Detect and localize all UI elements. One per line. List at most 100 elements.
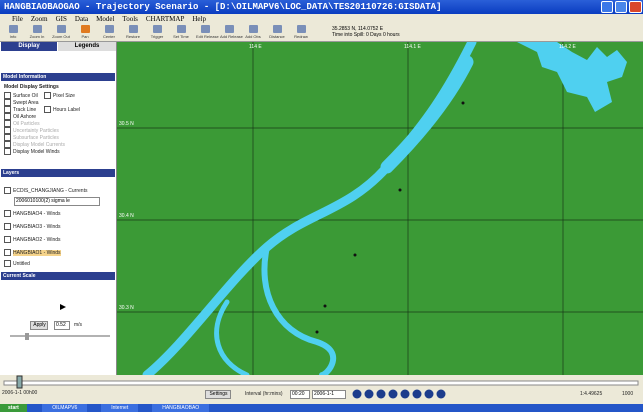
menu-item[interactable]: Zoom (30, 15, 48, 23)
layer[interactable]: HANGBIAO1 - Winds (4, 249, 61, 256)
tool-button[interactable]: Edit Release (196, 25, 219, 39)
tool-button[interactable]: Zoom Out (52, 25, 70, 39)
maximize-button[interactable] (615, 1, 627, 13)
tool-label: Edit Release (196, 34, 219, 39)
longitude-label: 114 E (249, 44, 262, 50)
zoom-level: 1:4.49625 (580, 391, 603, 397)
page-value: 1000 (622, 391, 634, 397)
tool-button[interactable]: Restore (124, 25, 142, 39)
longitude-label: 114.1 E (404, 44, 421, 50)
minimize-button[interactable] (601, 1, 613, 13)
tool-button[interactable]: Distance (268, 25, 286, 39)
checkbox[interactable] (4, 210, 11, 217)
option-label: Pixel Size (53, 92, 75, 99)
menu-item[interactable]: CHARTMAP (145, 15, 185, 23)
layer[interactable]: HANGBIAO2 - Winds (4, 236, 61, 243)
checkbox[interactable] (4, 187, 11, 194)
checkbox[interactable] (4, 106, 11, 113)
latitude-label: 30.3 N (119, 305, 134, 311)
tool-icon (296, 25, 306, 33)
checkbox[interactable] (4, 113, 11, 120)
checkbox[interactable] (4, 127, 11, 134)
layer[interactable]: Untitled (4, 260, 30, 267)
option-label: Display Model Currents (13, 141, 65, 148)
option-label: Oil Ashore (13, 113, 37, 120)
tab[interactable]: Legends (58, 42, 116, 51)
checkbox[interactable] (4, 141, 11, 148)
tool-label: Distance (269, 34, 285, 39)
option[interactable]: Oil Ashore (4, 113, 36, 120)
layer[interactable]: HANGBIAO3 - Winds (4, 223, 61, 230)
tool-button[interactable]: Redraw (292, 25, 310, 39)
option[interactable]: Display Model Currents (4, 141, 65, 148)
checkbox[interactable] (44, 92, 51, 99)
tool-icon (80, 25, 90, 33)
menu-item[interactable]: Help (192, 15, 206, 23)
checkbox[interactable] (4, 99, 11, 106)
tool-button[interactable]: Center (100, 25, 118, 39)
tool-icon (248, 25, 258, 33)
tool-button[interactable]: Trigger (148, 25, 166, 39)
close-button[interactable] (629, 1, 642, 13)
checkbox[interactable] (4, 236, 11, 243)
menu-item[interactable]: Data (74, 15, 89, 23)
menu-item[interactable]: GIS (55, 15, 67, 23)
option[interactable]: Swept Area (4, 99, 39, 106)
tool-button[interactable]: Set Time (172, 25, 190, 39)
date-input[interactable]: 2006-1-1 (312, 390, 346, 399)
layer-select[interactable]: 2006010100(2) sigma le (14, 197, 100, 206)
checkbox[interactable] (4, 92, 11, 99)
menu-item[interactable]: Tools (122, 15, 138, 23)
option-label: Hours Label (53, 106, 80, 113)
apply-button[interactable]: Apply (30, 321, 48, 330)
option[interactable]: Uncertainty Particles (4, 127, 59, 134)
tool-button[interactable]: Zoom In (28, 25, 46, 39)
tool-label: Zoom In (29, 34, 45, 39)
layer[interactable]: ECDIS_CHANGJIANG - Currents (4, 187, 87, 194)
speed-input[interactable]: 0.52 (54, 321, 70, 330)
section-header: Layers (1, 169, 115, 177)
latitude-label: 30.4 N (119, 213, 134, 219)
section-label: Model Display Settings (4, 84, 59, 90)
title-bar: HANGBIAOBAOGAO - Trajectory Scenario - [… (0, 0, 643, 14)
option[interactable]: Hours Label (44, 106, 80, 113)
settings-button[interactable]: Settings (205, 390, 231, 399)
tool-icon (176, 25, 186, 33)
checkbox[interactable] (4, 134, 11, 141)
taskbar-item[interactable]: HANGBIAOBAO (152, 404, 210, 412)
option[interactable]: Display Model Winds (4, 148, 60, 155)
option[interactable]: Track Line (4, 106, 36, 113)
tool-button[interactable]: Pan (76, 25, 94, 39)
layer[interactable]: HANGBIAO4 - Winds (4, 210, 61, 217)
option[interactable]: Oil Particles (4, 120, 40, 127)
taskbar-item[interactable]: OILMAPV6 (42, 404, 88, 412)
tool-button[interactable]: Add Obs (244, 25, 262, 39)
tool-label: Info (9, 34, 17, 39)
menu-item[interactable]: Model (96, 15, 115, 23)
tool-icon (104, 25, 114, 33)
checkbox[interactable] (44, 106, 51, 113)
spill-time: Time into Spill: 0 Days 0 hours (332, 32, 400, 38)
layer-label: Untitled (13, 260, 30, 267)
taskbar-item[interactable]: Internet (101, 404, 139, 412)
interval-input[interactable]: 00:20 (290, 390, 310, 399)
tab[interactable]: Display (1, 42, 57, 51)
checkbox[interactable] (4, 249, 11, 256)
tool-button[interactable]: Info (4, 25, 22, 39)
checkbox[interactable] (4, 148, 11, 155)
checkbox[interactable] (4, 223, 11, 230)
start-button[interactable]: start (0, 404, 27, 412)
playback-controls[interactable] (352, 389, 462, 399)
taskbar: start OILMAPV6 Internet HANGBIAOBAO (0, 404, 643, 412)
checkbox[interactable] (4, 120, 11, 127)
option[interactable]: Pixel Size (44, 92, 75, 99)
time-slider[interactable] (0, 375, 643, 389)
tool-icon (8, 25, 18, 33)
tool-button[interactable]: Add Release (220, 25, 243, 39)
section-header: Model Information (1, 73, 115, 81)
checkbox[interactable] (4, 260, 11, 267)
option[interactable]: Subsurface Particles (4, 134, 59, 141)
menu-item[interactable]: File (12, 15, 23, 23)
tool-label: Zoom Out (52, 34, 70, 39)
option[interactable]: Surface Oil (4, 92, 38, 99)
